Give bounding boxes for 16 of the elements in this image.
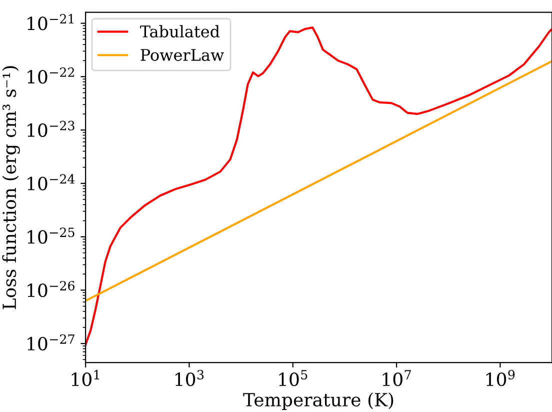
y-tick-label: 10$^{−26}$ xyxy=(28,280,74,298)
x-tick-label: 10$^{7}$ xyxy=(382,370,411,386)
x-tick-label: 10$^{9}$ xyxy=(486,370,515,386)
y-tick-label: 10$^{−22}$ xyxy=(28,67,74,84)
y-axis-title: Loss function (erg cm³ s⁻¹) xyxy=(2,66,20,310)
y-tick-label: 10$^{−23}$ xyxy=(28,120,74,137)
x-tick-label: 10$^{5}$ xyxy=(279,370,308,386)
y-tick-label: 10$^{−24}$ xyxy=(28,174,75,190)
x-tick-label: 10$^{3}$ xyxy=(176,370,204,386)
y-tick-label: 10$^{−25}$ xyxy=(28,228,74,244)
x-axis-title: Temperature (K) xyxy=(243,392,394,410)
legend-label: PowerLaw xyxy=(140,49,224,61)
y-tick-label: 10$^{−21}$ xyxy=(28,14,74,30)
x-tick-label: 10$^{1}$ xyxy=(72,370,100,386)
y-tick-label: 10$^{−27}$ xyxy=(28,334,74,351)
legend-label: Tabulated xyxy=(140,25,220,38)
